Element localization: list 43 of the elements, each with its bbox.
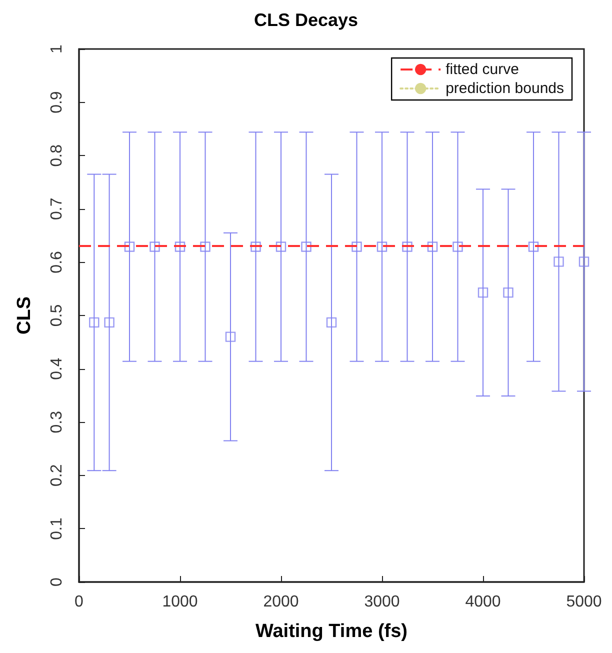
point [402,242,412,252]
x-tick-label: 3000 [364,594,400,610]
y-tick-label: 0.4 [48,358,66,380]
y-tick-label: 0.2 [48,464,66,487]
point [452,242,463,252]
point [427,242,438,252]
y-axis-title: CLS [14,296,35,334]
y-tick-label: 0.7 [48,198,66,220]
point [352,242,362,252]
point [376,242,388,252]
point [554,256,564,267]
point [528,242,539,252]
point [578,256,590,267]
point [124,242,135,252]
y-tick-label: 0.8 [48,144,66,167]
x-tick-label: 5000 [566,594,602,610]
point [503,287,514,298]
legend-label: prediction bounds [446,80,564,97]
point [225,332,236,342]
x-tick-label: 4000 [465,594,501,610]
y-tick-label: 0.3 [48,410,66,434]
y-tick-label: 1 [48,44,66,54]
x-axis-title: Waiting Time (fs) [256,621,408,642]
point [150,242,160,252]
point [301,242,312,252]
point [174,242,186,252]
point [326,317,337,328]
legend-label: fitted curve [446,61,519,78]
y-tick-label: 0.1 [48,517,66,540]
point [478,287,488,298]
point [89,317,100,328]
point [276,242,286,252]
x-tick-label: 1000 [162,594,198,610]
y-tick-label: 0.6 [48,250,66,274]
point [250,242,261,252]
y-tick-label: 0.9 [48,91,66,114]
y-tick-label: 0 [48,577,66,586]
point [200,242,210,252]
x-tick-label: 2000 [263,594,299,610]
y-tick-label: 0.5 [48,304,66,327]
point [104,317,114,328]
x-tick-label: 0 [74,594,84,610]
chart-title: CLS Decays [254,10,358,30]
